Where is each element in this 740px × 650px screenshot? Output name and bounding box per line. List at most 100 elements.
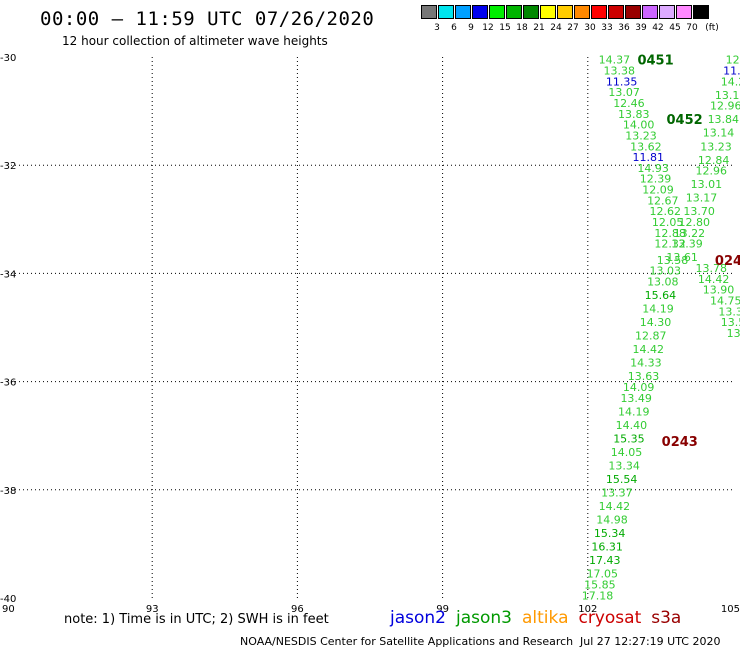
x-tick-label: 105 — [721, 604, 740, 615]
colorbar-swatch — [659, 5, 675, 19]
x-tick-label: 102 — [578, 604, 597, 615]
wave-height-point: 13.90 — [703, 284, 735, 297]
wave-height-point: 13.3 — [718, 305, 740, 318]
footer-timestamp: Jul 27 12:27:19 UTC 2020 — [580, 635, 721, 648]
pass-time-label: 0451 — [637, 54, 673, 69]
x-tick-label: 90 — [2, 604, 15, 615]
wave-height-point: 12.39 — [640, 173, 672, 186]
colorbar-swatch — [438, 5, 454, 19]
wave-height-point: 11.35 — [606, 75, 638, 88]
wave-height-point: 15.35 — [613, 432, 645, 445]
wave-height-point: 13.63 — [628, 370, 660, 383]
wave-height-point: 13.37 — [601, 487, 633, 500]
y-tick-label: -32 — [0, 161, 16, 172]
wave-height-point: 13.34 — [608, 459, 640, 472]
colorbar-label: 21 — [533, 23, 545, 33]
wave-height-point: 14.37 — [599, 54, 631, 67]
wave-height-point: 14.42 — [633, 343, 665, 356]
colorbar-swatch — [676, 5, 692, 19]
colorbar-label: 12 — [482, 23, 494, 33]
wave-height-point: 14.33 — [630, 357, 662, 370]
wave-height-point: 15.34 — [594, 527, 626, 540]
colorbar-label: 15 — [499, 23, 511, 33]
colorbar-label: 42 — [652, 23, 664, 33]
wave-height-point: 15.85 — [584, 578, 616, 591]
wave-height-point: 12.05 — [652, 216, 684, 229]
pass-time-label: 0243 — [662, 435, 698, 450]
wave-height-point: 13.49 — [620, 392, 652, 405]
colorbar-label: 27 — [567, 23, 579, 33]
wave-height-point: 14.42 — [599, 500, 631, 513]
wave-height-point: 14.2 — [721, 75, 740, 88]
wave-height-point: 12.84 — [698, 154, 730, 167]
wave-height-point: 13.38 — [604, 65, 636, 78]
colorbar-swatch — [506, 5, 522, 19]
colorbar-label: 24 — [550, 23, 562, 33]
colorbar-swatch — [625, 5, 641, 19]
wave-height-point: 13.23 — [700, 140, 732, 153]
wave-height-point: 13.61 — [666, 251, 698, 264]
wave-height-point: 14.93 — [637, 162, 669, 175]
wave-height-point: 12.3 — [726, 54, 740, 67]
wave-height-point: 13.01 — [691, 178, 723, 191]
wave-height-point: 13.39 — [671, 238, 703, 251]
note-text: note: 1) Time is in UTC; 2) SWH is in fe… — [64, 612, 329, 627]
footer-credit: NOAA/NESDIS Center for Satellite Applica… — [240, 635, 574, 648]
wave-height-point: 13.78 — [695, 262, 727, 275]
wave-height-point: 17.18 — [582, 589, 614, 602]
chart-subtitle: 12 hour collection of altimeter wave hei… — [62, 34, 328, 48]
colorbar-swatch — [693, 5, 709, 19]
wave-height-point: 13. — [727, 327, 740, 340]
wave-height-point: 13.83 — [618, 108, 650, 121]
colorbar-unit: (ft) — [705, 23, 719, 33]
y-tick-label: -40 — [0, 594, 16, 605]
legend-altika: altika — [522, 608, 569, 628]
wave-height-point: 14.40 — [616, 419, 648, 432]
x-tick-label: 93 — [146, 604, 159, 615]
wave-height-point: 13.13 — [715, 89, 740, 102]
wave-height-point: 12.96 — [710, 100, 740, 113]
colorbar-label: 45 — [669, 23, 681, 33]
colorbar-swatch — [642, 5, 658, 19]
wave-height-point: 14.00 — [623, 119, 655, 132]
wave-height-point: 13.70 — [683, 205, 715, 218]
colorbar-swatch — [472, 5, 488, 19]
wave-height-point: 13.5 — [721, 316, 740, 329]
wave-height-point: 17.43 — [589, 554, 621, 567]
wave-height-point: 13.58 — [657, 254, 689, 267]
chart-title: 00:00 – 11:59 UTC 07/26/2020 — [40, 8, 375, 30]
wave-height-point: 13.62 — [630, 140, 662, 153]
wave-height-point: 13.23 — [625, 129, 657, 142]
colorbar-label: 70 — [686, 23, 698, 33]
legend-s3a: s3a — [651, 608, 682, 628]
colorbar-label: 33 — [601, 23, 613, 33]
y-tick-label: -30 — [0, 53, 16, 64]
colorbar-label: 9 — [468, 23, 474, 33]
satellite-legend: jason2 jason3 altika cryosat s3a — [390, 608, 691, 628]
colorbar-swatch — [557, 5, 573, 19]
wave-height-point: 12.09 — [642, 184, 674, 197]
colorbar-swatch — [489, 5, 505, 19]
wave-height-point: 13.03 — [649, 265, 681, 278]
wave-height-point: 11.81 — [633, 151, 665, 164]
colorbar-swatch — [608, 5, 624, 19]
legend-jason3: jason3 — [456, 608, 512, 628]
wave-height-point: 14.98 — [596, 514, 628, 527]
wave-height-point: 12.67 — [647, 194, 679, 207]
y-tick-label: -36 — [0, 378, 16, 389]
wave-height-point: 12.46 — [613, 97, 645, 110]
wave-height-point: 13.84 — [708, 113, 740, 126]
wave-height-point: 14.05 — [611, 446, 643, 459]
pass-time-label: 0243 — [715, 254, 740, 269]
pass-time-label: 0452 — [667, 113, 703, 128]
y-tick-label: -34 — [0, 269, 16, 280]
colorbar-swatch — [455, 5, 471, 19]
wave-height-point: 14.75 — [710, 294, 740, 307]
wave-height-point: 12.62 — [649, 205, 681, 218]
wave-height-point: 14.19 — [642, 303, 674, 316]
legend-jason2: jason2 — [390, 608, 446, 628]
colorbar-label: 36 — [618, 23, 630, 33]
wave-height-point: 12.87 — [635, 330, 667, 343]
wave-height-point: 14.42 — [698, 273, 730, 286]
